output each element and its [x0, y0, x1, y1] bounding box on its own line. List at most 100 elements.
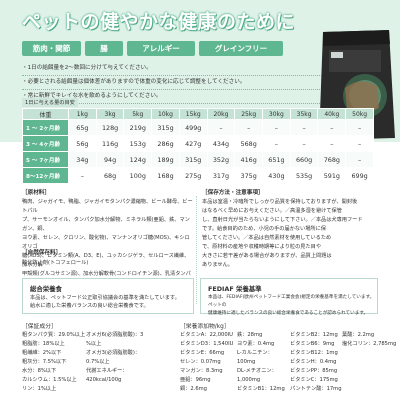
ingredients-heading: ［原材料］ — [22, 190, 50, 196]
amount-cell: 499g — [178, 119, 208, 136]
column-header: 10kg — [151, 108, 180, 120]
ingredients-line: プ、サーモンオイル、タンパク加水分解物、ミネラル類(亜鉛、鉄、マンガン、銅、 — [22, 217, 190, 232]
box-line: 健康維持に適したバランスの良い総合栄養食であることが認められています。 — [208, 311, 369, 316]
column-header: 体重 — [22, 108, 69, 120]
column-header: 30kg — [262, 108, 291, 120]
amount-cell: – — [68, 167, 97, 184]
hero-title: ペットの健やかな健康のために — [22, 11, 296, 33]
amount-cell: – — [289, 135, 319, 152]
nutrient-item: ビタミンB2：12mg — [290, 332, 338, 338]
amount-cell: 34g — [68, 151, 97, 168]
amount-cell: 286g — [151, 135, 180, 152]
analysis-item: 粗タンパク質：29.0%以上 — [22, 332, 86, 338]
amount-cell: 699g — [345, 167, 374, 184]
column-header: 50kg — [345, 108, 374, 120]
storage-line: 大きさに若干差がある場合がありますが、品質上問題は — [202, 253, 332, 259]
amount-cell: 68g — [95, 167, 125, 184]
amount-cell: – — [262, 119, 291, 136]
ingredients-line: 糖(XOS)、ビタミン類(A、D3、E)、ユッカシジゲラ、セルロース繊維、加水分… — [22, 253, 190, 268]
table-row: 1 〜 2ヶ月齢 65g 128g 219g 315g 499g – – – – – – — [22, 119, 374, 136]
additive-text: 酸化防止剤(トコフェロール) — [22, 260, 89, 266]
storage-line: で、原材料の産地や収穫時期等により粒の見た目や — [202, 244, 322, 250]
feature-tags: 筋肉・関節 腸 アレルギー グレインフリー — [22, 41, 283, 56]
amount-cell: 375g — [234, 167, 264, 184]
amount-cell: 660g — [289, 151, 319, 168]
age-cell: 1 〜 2ヶ月齢 — [22, 119, 69, 136]
nutrient-item: 銅：2.6mg — [180, 386, 207, 392]
analysis-item: 代謝エネルギー： — [86, 368, 128, 374]
feeding-amount-table: 体重 1kg 3kg 5kg 10kg 15kg 20kg 25kg 30kg … — [22, 108, 374, 184]
storage-text: 本品は室温・冷暗所でしっかり品質を保持しておりますが、開封後 はなるべく早めにお… — [202, 198, 378, 270]
table-row: 5 〜 7ヶ月齢 34g 94g 124g 189g 315g 352g 416g 651g 66… — [22, 151, 374, 168]
amount-cell: 219g — [123, 119, 153, 136]
analysis-col-1: 粗タンパク質：29.0%以上 粗脂肪：18%以上 粗繊維：2%以下 粗灰分：7.… — [22, 331, 85, 394]
amount-cell: 434g — [206, 135, 236, 152]
tag-grain-free: グレインフリー — [199, 41, 283, 56]
feeding-notes: ・1日の給餌量を2〜数回に分けて与えてください。 ・必要とされる給餌量は個体差が… — [22, 62, 322, 104]
amount-cell: 94g — [95, 151, 125, 168]
amount-cell: – — [289, 119, 319, 136]
storage-line: 管してください。／本品は自然素材を使用しているため — [202, 235, 332, 241]
column-header: 25kg — [234, 108, 264, 120]
amount-cell: 168g — [151, 167, 180, 184]
nutrient-item: ビタミンC：175mg — [290, 377, 338, 383]
nutrient-item: 1,000mg — [237, 377, 261, 383]
nutrient-item: 塩化コリン：2,785mg — [342, 341, 397, 347]
amount-cell: 317g — [206, 167, 236, 184]
column-header: 15kg — [178, 108, 208, 120]
ingredients-text: 鴨肉、ジャガイモ、鴨脂、ジャガイモタンパク濃縮物、ビール酵母、ビートパル プ、サ… — [22, 198, 194, 288]
nutrient-item: ビタミンB6：9mg — [290, 341, 335, 347]
nutrient-item: ヨウ素：0.4mg — [237, 341, 275, 347]
box-line: 本品は、ペットフード公正取引協議会の基準を満たしています。 — [30, 295, 180, 301]
column-header: 20kg — [206, 108, 236, 120]
nutrient-item: 鉄：28mg — [237, 332, 263, 338]
fediaf-box: FEDIAF 栄養基準 本品は、FEDIAF(欧州ペットフード工業会会)規定の栄… — [200, 278, 378, 316]
nutrient-item: セレン：0.07mg — [180, 359, 221, 365]
storage-line: し、直射日光が当たらないようにして下さい。／本品は犬専用フード — [202, 217, 363, 223]
amount-cell: – — [317, 135, 347, 152]
column-header: 1kg — [68, 108, 97, 120]
storage-line: ありません。 — [202, 262, 233, 268]
amount-cell: – — [345, 119, 374, 136]
analysis-heading: ［保証成分］ — [22, 324, 57, 330]
table-row: 3 〜 4ヶ月齢 56g 116g 153g 286g 427g 434g 568g – – – – — [22, 135, 374, 152]
analysis-item: オメガ3(必須脂肪酸)： — [86, 350, 141, 356]
section-divider — [196, 196, 197, 304]
amount-cell: – — [345, 151, 374, 168]
analysis-item: 0.7%以上 — [86, 359, 110, 365]
complete-nutrition-title: 総合栄養食 — [30, 285, 62, 293]
amount-cell: 315g — [151, 119, 180, 136]
tag-muscle-joint: 筋肉・関節 — [22, 41, 81, 56]
analysis-item: オメガ6(必須脂肪酸)：3 — [86, 332, 144, 338]
analysis-item: 粗繊維：2%以下 — [22, 350, 62, 356]
nutrient-item: 葉酸：2.2mg — [342, 332, 375, 338]
nutrient-item: ビタミンB12：1mg — [290, 350, 338, 356]
amount-cell: 651g — [262, 151, 291, 168]
amount-cell: 352g — [206, 151, 236, 168]
additive-heading: ［自然保存料］ — [22, 250, 62, 256]
column-header: 40kg — [317, 108, 347, 120]
nutrient-item: ビタミンPP：85mg — [290, 368, 338, 374]
analysis-col-2: オメガ6(必須脂肪酸)：3 %以上 オメガ3(必須脂肪酸)： 0.7%以上 代謝… — [86, 331, 143, 385]
column-header: 35kg — [289, 108, 319, 120]
table-body: 1 〜 2ヶ月齢 65g 128g 219g 315g 499g – – – – – –3 〜 4ヶ月… — [22, 119, 374, 184]
amount-cell: 124g — [123, 151, 153, 168]
amount-cell: 189g — [151, 151, 180, 168]
table-row: 8〜12ヶ月齢 –68g 100g 168g 275g 317g 375g 430g 535g 5… — [22, 167, 374, 184]
amount-cell: 128g — [95, 119, 125, 136]
amount-cell: – — [317, 119, 347, 136]
fediaf-text: 本品は、FEDIAF(欧州ペットフード工業会会)規定の栄養基準を満たしています。… — [208, 294, 377, 318]
complete-nutrition-text: 本品は、ペットフード公正取引協議会の基準を満たしています。 給水に適した栄養バラ… — [30, 294, 180, 310]
age-cell: 3 〜 4ヶ月齢 — [22, 135, 69, 152]
nutrient-item: ビタミンE：66mg — [180, 350, 225, 356]
amount-cell: 153g — [123, 135, 153, 152]
amount-cell: 116g — [95, 135, 125, 152]
amount-cell: 65g — [68, 119, 97, 136]
amount-cell: 535g — [289, 167, 319, 184]
amount-cell: 416g — [234, 151, 264, 168]
analysis-item: 420kcal/100g — [86, 377, 122, 383]
nutrient-item: ビタミンB1：12mg — [237, 386, 285, 392]
analysis-item: 粗灰分：7.5%以下 — [22, 359, 67, 365]
ingredients-line: ヨウ素、セレン、クロリン、酸化物)、マンナンオリゴ糖(MOS)、キシロオリゴ — [22, 235, 190, 250]
feeding-note: ・常に新鮮でキレイな水を飲めるようにしてください。 — [22, 90, 322, 104]
